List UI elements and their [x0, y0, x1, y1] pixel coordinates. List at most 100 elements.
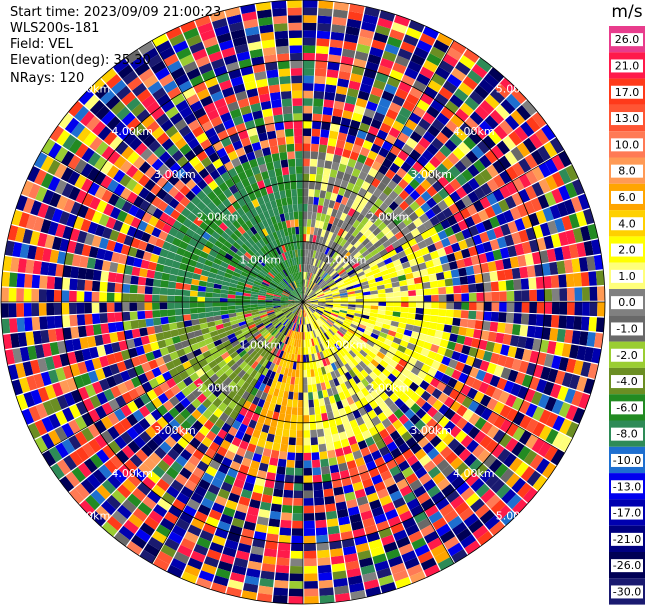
- velocity-gate: [303, 286, 305, 295]
- velocity-gate: [69, 278, 78, 291]
- colorbar-label: 4.0: [618, 217, 636, 230]
- velocity-gate: [422, 112, 436, 125]
- velocity-gate: [272, 106, 283, 116]
- velocity-gate: [538, 162, 552, 178]
- velocity-gate: [396, 221, 407, 231]
- velocity-gate: [391, 281, 400, 288]
- velocity-gate: [303, 60, 315, 69]
- velocity-gate: [479, 196, 491, 209]
- velocity-gate: [310, 298, 318, 301]
- velocity-gate: [325, 256, 332, 264]
- velocity-gate: [597, 286, 605, 301]
- velocity-gate: [540, 366, 551, 381]
- velocity-gate: [514, 290, 522, 302]
- velocity-gate: [514, 371, 526, 385]
- velocity-gate: [355, 292, 364, 297]
- velocity-gate: [370, 86, 384, 98]
- velocity-gate: [492, 159, 506, 174]
- velocity-gate: [394, 349, 404, 359]
- velocity-gate: [589, 286, 598, 301]
- velocity-gate: [521, 302, 530, 313]
- velocity-gate: [394, 245, 404, 254]
- velocity-gate: [308, 181, 316, 190]
- velocity-gate: [174, 308, 183, 316]
- velocity-gate: [416, 99, 430, 112]
- velocity-gate: [346, 288, 355, 293]
- velocity-gate: [545, 175, 558, 191]
- velocity-gate: [498, 199, 510, 213]
- velocity-gate: [273, 488, 284, 498]
- velocity-gate: [146, 326, 156, 335]
- range-ring-label: 3.00km: [410, 424, 452, 437]
- velocity-gate: [189, 307, 198, 314]
- velocity-gate: [356, 43, 371, 54]
- velocity-gate: [324, 294, 333, 298]
- velocity-gate: [320, 261, 326, 270]
- velocity-gate: [446, 253, 456, 263]
- velocity-gate: [383, 196, 394, 207]
- velocity-gate: [568, 213, 580, 229]
- velocity-gate: [352, 334, 360, 342]
- velocity-gate: [394, 55, 410, 68]
- velocity-gate: [536, 289, 545, 302]
- velocity-gate: [512, 411, 525, 426]
- velocity-gate: [427, 79, 442, 93]
- velocity-gate: [363, 267, 372, 275]
- velocity-gate: [280, 519, 292, 529]
- velocity-gate: [496, 377, 508, 391]
- velocity-gate: [303, 83, 314, 91]
- velocity-gate: [287, 7, 302, 16]
- velocity-gate: [577, 193, 590, 210]
- velocity-gate: [303, 296, 309, 302]
- velocity-gate: [482, 219, 494, 231]
- velocity-gate: [205, 287, 214, 293]
- velocity-gate: [91, 313, 101, 325]
- velocity-gate: [279, 151, 288, 161]
- velocity-gate: [309, 295, 317, 299]
- velocity-gate: [317, 303, 326, 306]
- velocity-gate: [566, 302, 575, 316]
- velocity-gate: [466, 439, 480, 453]
- range-ring-label: 5.00km: [69, 510, 111, 523]
- velocity-gate: [558, 402, 571, 418]
- velocity-gate: [324, 495, 335, 505]
- velocity-gate: [525, 116, 541, 133]
- velocity-gate: [539, 250, 549, 264]
- velocity-gate: [393, 378, 403, 388]
- velocity-gate: [317, 205, 324, 214]
- velocity-gate: [569, 344, 579, 359]
- velocity-gate: [359, 320, 368, 327]
- velocity-gate: [333, 322, 341, 329]
- velocity-gate: [551, 302, 560, 315]
- velocity-gate: [425, 260, 435, 269]
- velocity-gate: [457, 141, 471, 155]
- velocity-gate: [352, 318, 361, 324]
- velocity-gate: [307, 211, 313, 220]
- velocity-gate: [490, 281, 499, 292]
- velocity-gate: [290, 181, 297, 190]
- velocity-gate: [397, 131, 410, 144]
- range-ring-label: 1.00km: [325, 339, 367, 352]
- velocity-gate: [385, 306, 394, 312]
- velocity-gate: [300, 347, 303, 355]
- velocity-gate: [430, 343, 440, 353]
- velocity-gate: [359, 28, 375, 40]
- velocity-gate: [293, 384, 299, 393]
- velocity-gate: [554, 342, 564, 356]
- velocity-gate: [490, 311, 500, 322]
- velocity-gate: [314, 83, 325, 92]
- velocity-gate: [294, 143, 303, 152]
- colorbar-label: -1.0: [616, 322, 637, 335]
- velocity-gate: [530, 149, 545, 166]
- velocity-gate: [267, 464, 278, 474]
- velocity-gate: [356, 129, 368, 140]
- velocity-gate: [385, 244, 395, 253]
- velocity-gate: [350, 337, 358, 345]
- velocity-gate: [84, 280, 93, 291]
- velocity-gate: [466, 203, 478, 216]
- velocity-gate: [468, 302, 477, 311]
- velocity-gate: [330, 31, 345, 41]
- velocity-gate: [435, 211, 447, 223]
- velocity-gate: [342, 322, 351, 329]
- velocity-gate: [415, 307, 424, 315]
